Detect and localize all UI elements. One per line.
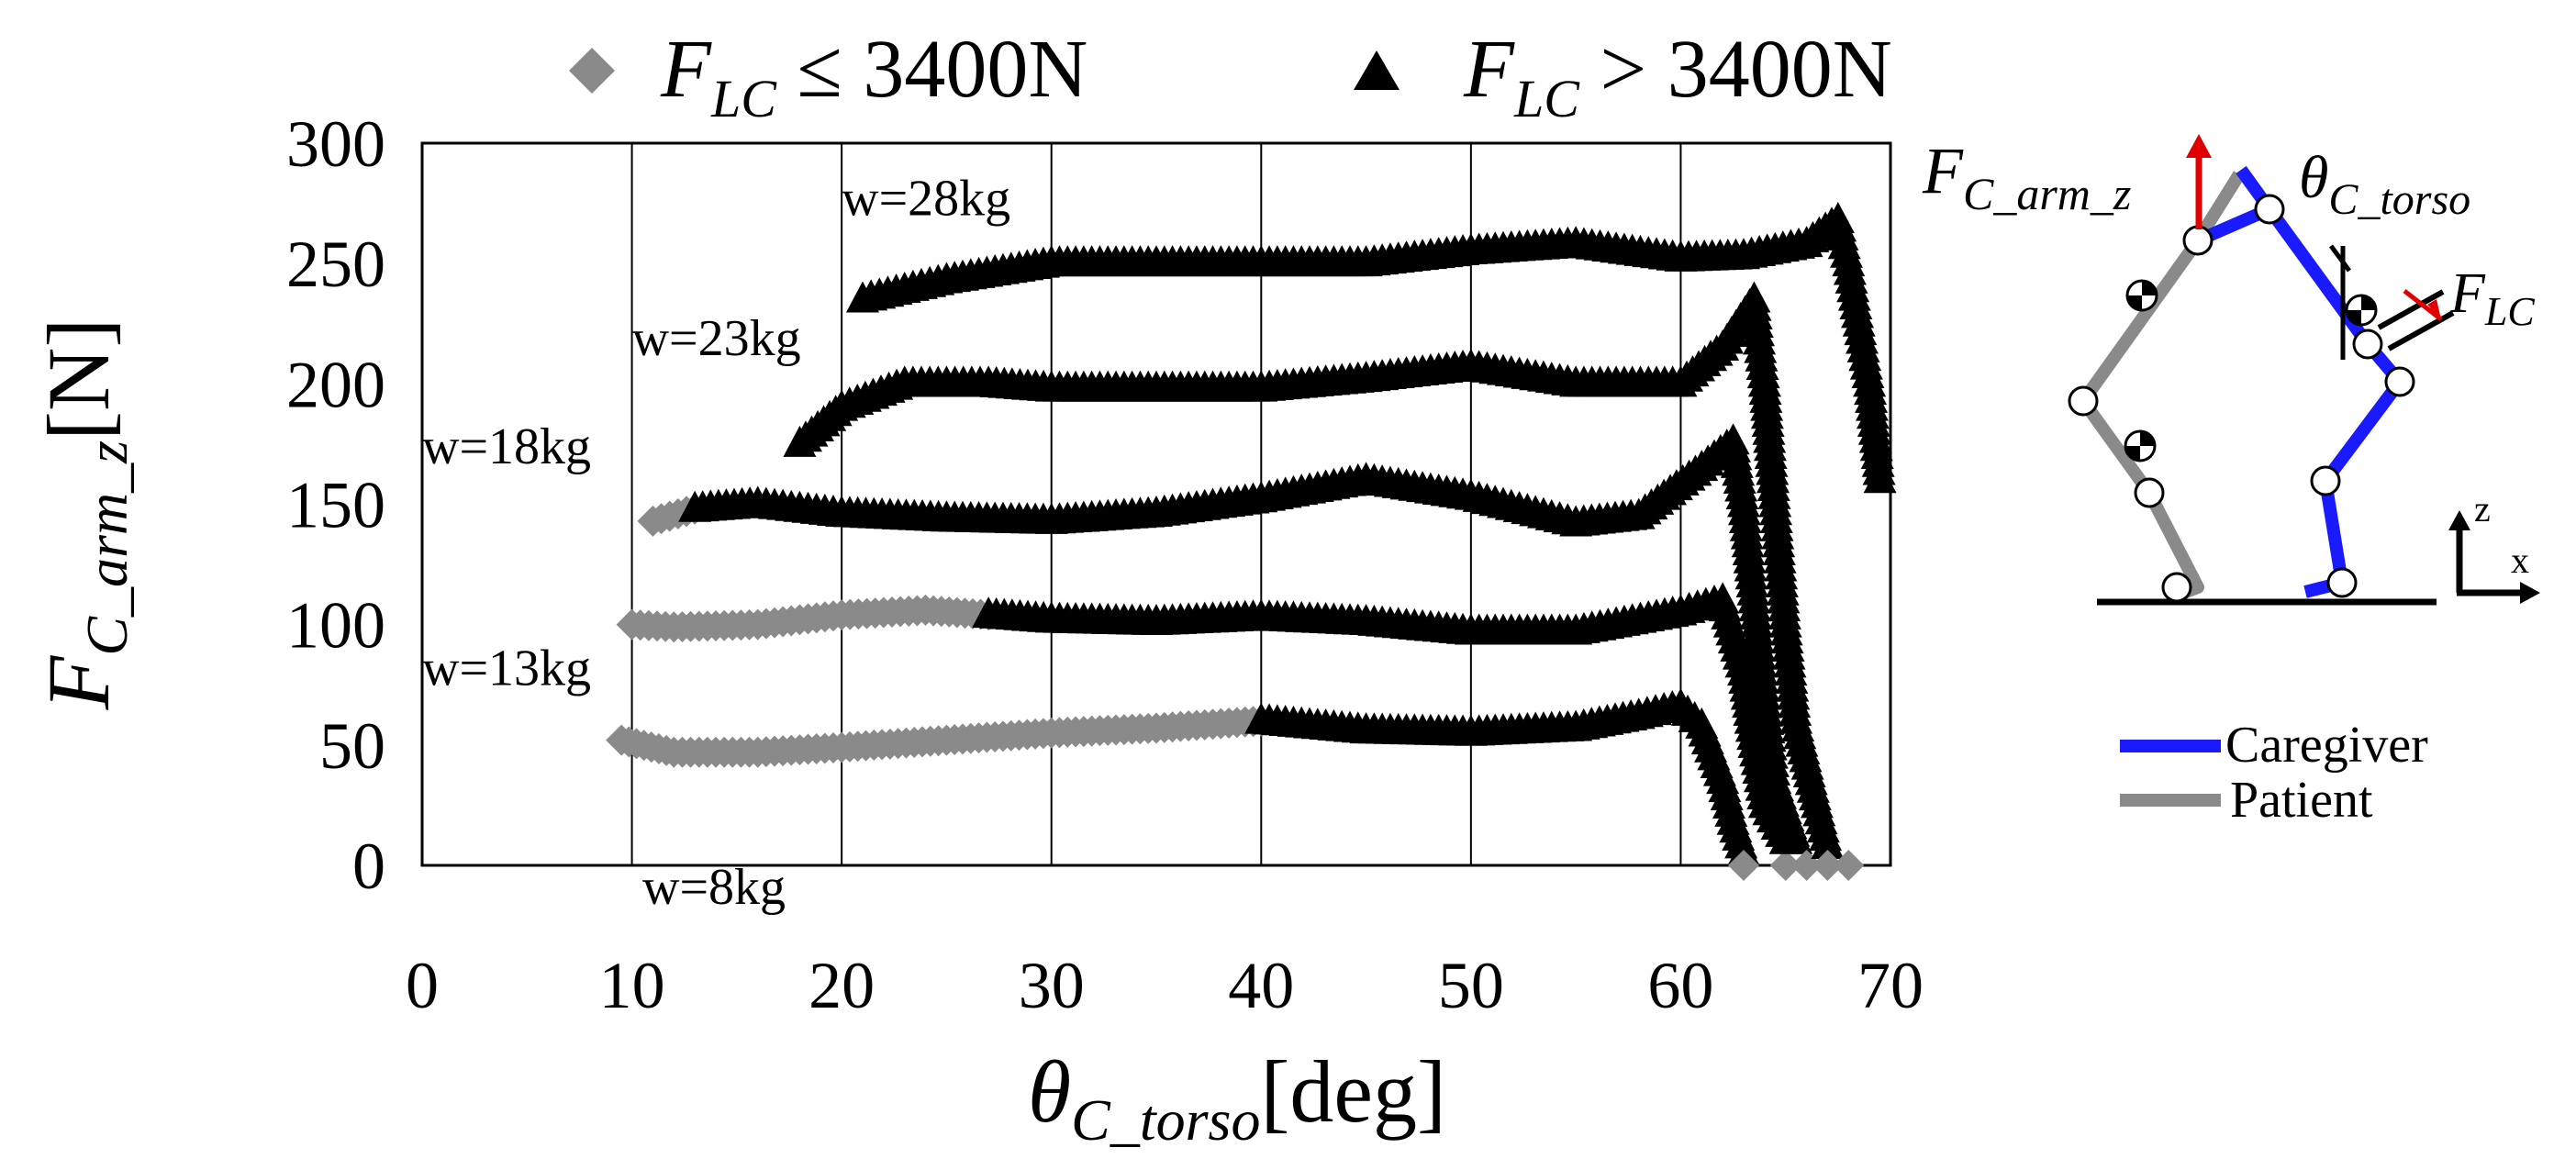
joint-patient-knee [2069, 387, 2097, 415]
diagram-label-force-arm: FC_arm_z [1922, 134, 2131, 219]
diagram-legend: Caregiver Patient [2120, 717, 2428, 829]
x-tick-label: 70 [1857, 949, 1924, 1022]
legend-patient-label: Patient [2230, 772, 2373, 829]
y-axis-title: FC_arm_z[N] [29, 318, 139, 711]
y-tick-label: 0 [352, 830, 385, 903]
x-tick-label: 10 [599, 949, 665, 1022]
caregiver-skeleton [2241, 170, 2400, 592]
series-w=18kg [637, 423, 1822, 881]
joint-patient-hand [2184, 227, 2212, 254]
y-tick-label: 100 [286, 589, 385, 663]
y-tick-label: 250 [286, 228, 385, 301]
coord-z-arrowhead [2448, 510, 2470, 530]
joint-caregiver-waist [2354, 330, 2381, 358]
joint-patient-ankle-upper [2136, 479, 2163, 507]
legend-caregiver-label: Caregiver [2225, 717, 2428, 774]
x-tick-label: 0 [406, 949, 439, 1022]
x-tick-label: 50 [1438, 949, 1504, 1022]
diagram-label-force-lc: FLC [2449, 262, 2535, 334]
series-label: w=28kg [842, 171, 1010, 228]
y-tick-label: 150 [286, 469, 385, 542]
diagram-label-torso-angle: θC_torso [2299, 144, 2470, 224]
x-axis-title: θC_torso[deg] [1028, 1042, 1446, 1153]
x-tick-labels: 0 10 20 30 40 50 60 70 [406, 949, 1924, 1022]
joint-caregiver-knee-upper [2386, 368, 2414, 396]
series-label: w=8kg [642, 859, 786, 916]
joint-markers [2069, 195, 2414, 601]
x-tick-label: 40 [1228, 949, 1294, 1022]
y-tick-label: 200 [286, 348, 385, 421]
series-label: w=18kg [422, 418, 591, 475]
data-points [606, 202, 1896, 881]
legend: FLC ≤ 3400N FLC > 3400N [569, 24, 1892, 128]
force-arm-arrowhead [2186, 134, 2212, 158]
joint-patient-ankle [2163, 574, 2191, 601]
series-w=23kg [783, 282, 1844, 881]
legend-triangle-marker [1354, 50, 1400, 90]
x-tick-label: 30 [1019, 949, 1085, 1022]
torso-angle-tick [2331, 246, 2349, 271]
coord-x-label: x [2511, 540, 2529, 581]
y-tick-label: 300 [286, 107, 385, 181]
y-tick-label: 50 [319, 709, 385, 783]
posture-diagram: FC_arm_z θC_torso FLC z x Caregiver Pati… [1922, 134, 2540, 829]
x-tick-label: 20 [808, 949, 875, 1022]
legend-diamond-marker [569, 48, 615, 94]
series-w=8kg [606, 688, 1760, 881]
y-tick-labels: 0 50 100 150 200 250 300 [286, 107, 385, 903]
series-label: w=23kg [632, 310, 801, 367]
joint-caregiver-shoulder [2256, 195, 2283, 223]
series-label: w=13kg [422, 640, 591, 696]
joint-caregiver-ankle [2328, 569, 2356, 596]
coord-z-label: z [2474, 488, 2491, 529]
legend-label-low-force: FLC ≤ 3400N [660, 24, 1087, 128]
joint-caregiver-knee [2312, 467, 2339, 495]
legend-label-high-force: FLC > 3400N [1463, 24, 1892, 128]
legend-item-high-force: FLC > 3400N [1354, 24, 1892, 128]
legend-item-low-force: FLC ≤ 3400N [569, 24, 1087, 128]
x-tick-label: 60 [1647, 949, 1713, 1022]
coord-x-arrowhead [2520, 582, 2540, 604]
